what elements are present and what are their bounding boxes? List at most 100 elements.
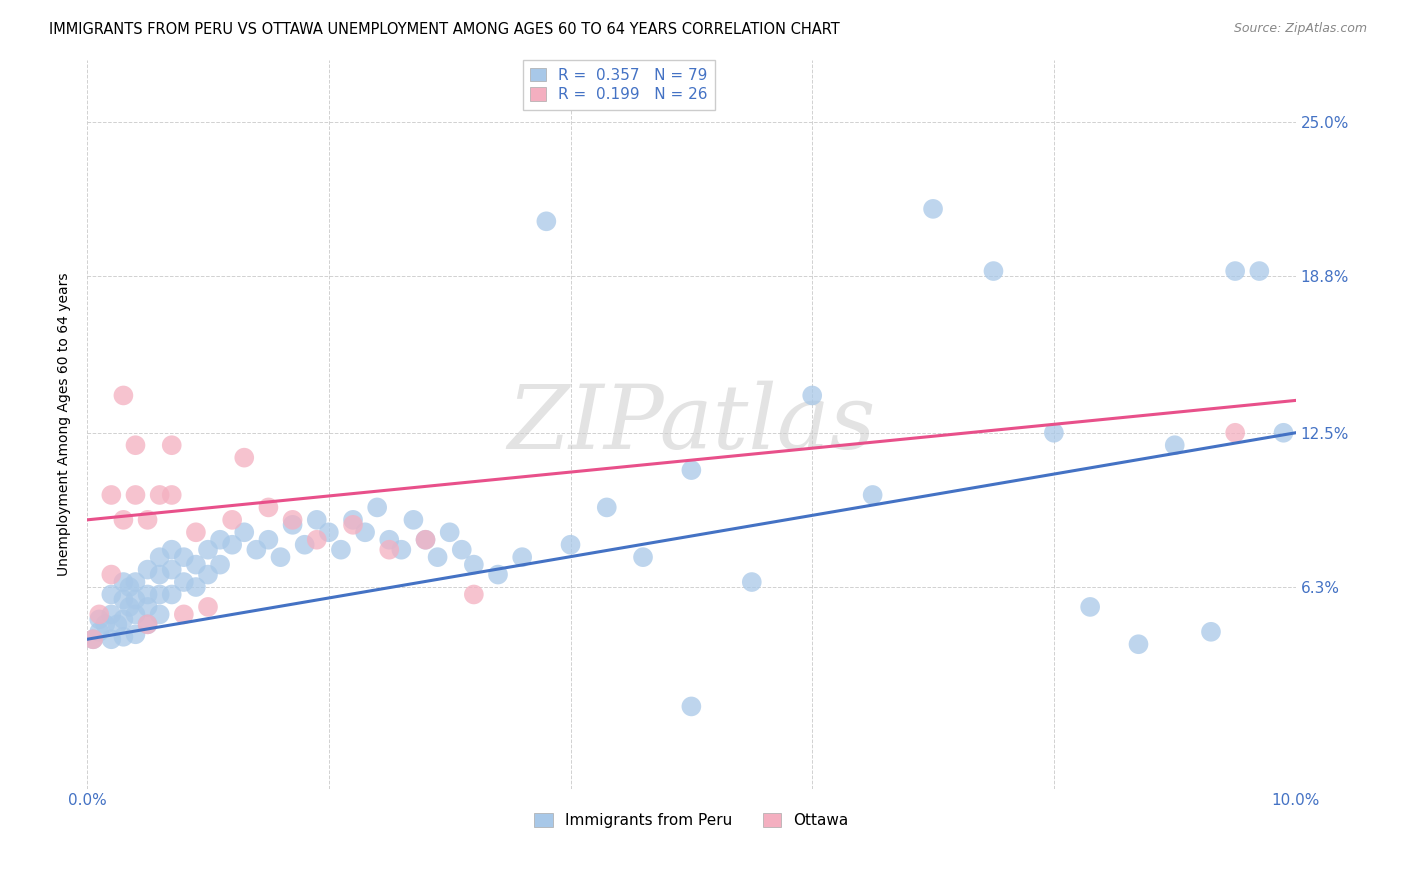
- Point: [82, 632, 104, 647]
- Point: [463, 558, 485, 572]
- Point: [1249, 264, 1271, 278]
- Point: [105, 617, 128, 632]
- Point: [233, 525, 256, 540]
- Point: [136, 563, 159, 577]
- Point: [124, 488, 146, 502]
- Point: [342, 513, 364, 527]
- Point: [233, 450, 256, 465]
- Point: [426, 550, 449, 565]
- Point: [100, 567, 122, 582]
- Point: [318, 525, 340, 540]
- Point: [112, 575, 135, 590]
- Point: [536, 214, 558, 228]
- Point: [463, 587, 485, 601]
- Point: [1199, 624, 1222, 639]
- Point: [89, 612, 111, 626]
- Point: [354, 525, 377, 540]
- Point: [415, 533, 437, 547]
- Point: [1223, 264, 1246, 278]
- Point: [112, 612, 135, 626]
- Point: [160, 438, 183, 452]
- Point: [389, 542, 412, 557]
- Point: [136, 617, 159, 632]
- Point: [184, 525, 207, 540]
- Point: [305, 533, 328, 547]
- Point: [450, 542, 472, 557]
- Point: [112, 630, 135, 644]
- Point: [149, 488, 172, 502]
- Point: [136, 599, 159, 614]
- Point: [439, 525, 461, 540]
- Point: [305, 513, 328, 527]
- Point: [329, 542, 352, 557]
- Point: [1128, 637, 1150, 651]
- Point: [862, 488, 884, 502]
- Point: [510, 550, 533, 565]
- Legend: Immigrants from Peru, Ottawa: Immigrants from Peru, Ottawa: [527, 805, 856, 836]
- Point: [112, 592, 135, 607]
- Point: [184, 558, 207, 572]
- Text: Source: ZipAtlas.com: Source: ZipAtlas.com: [1233, 22, 1367, 36]
- Point: [100, 488, 122, 502]
- Point: [486, 567, 509, 582]
- Point: [89, 607, 111, 622]
- Point: [149, 607, 172, 622]
- Point: [136, 617, 159, 632]
- Point: [681, 463, 703, 477]
- Text: ZIPatlas: ZIPatlas: [508, 381, 876, 467]
- Point: [100, 607, 122, 622]
- Point: [1272, 425, 1295, 440]
- Point: [112, 388, 135, 402]
- Point: [100, 632, 122, 647]
- Point: [197, 599, 219, 614]
- Point: [681, 699, 703, 714]
- Point: [342, 517, 364, 532]
- Point: [124, 627, 146, 641]
- Point: [221, 513, 243, 527]
- Point: [209, 558, 232, 572]
- Point: [281, 517, 304, 532]
- Y-axis label: Unemployment Among Ages 60 to 64 years: Unemployment Among Ages 60 to 64 years: [58, 272, 72, 576]
- Point: [160, 587, 183, 601]
- Point: [94, 617, 117, 632]
- Point: [173, 550, 195, 565]
- Point: [197, 567, 219, 582]
- Point: [124, 575, 146, 590]
- Point: [378, 542, 401, 557]
- Point: [184, 580, 207, 594]
- Point: [149, 567, 172, 582]
- Point: [1078, 599, 1101, 614]
- Point: [124, 438, 146, 452]
- Text: IMMIGRANTS FROM PERU VS OTTAWA UNEMPLOYMENT AMONG AGES 60 TO 64 YEARS CORRELATIO: IMMIGRANTS FROM PERU VS OTTAWA UNEMPLOYM…: [49, 22, 839, 37]
- Point: [82, 632, 104, 647]
- Point: [801, 388, 824, 402]
- Point: [270, 550, 292, 565]
- Point: [560, 538, 582, 552]
- Point: [209, 533, 232, 547]
- Point: [257, 533, 280, 547]
- Point: [983, 264, 1005, 278]
- Point: [118, 599, 141, 614]
- Point: [160, 563, 183, 577]
- Point: [596, 500, 619, 515]
- Point: [197, 542, 219, 557]
- Point: [173, 575, 195, 590]
- Point: [136, 587, 159, 601]
- Point: [124, 607, 146, 622]
- Point: [415, 533, 437, 547]
- Point: [631, 550, 654, 565]
- Point: [1043, 425, 1066, 440]
- Point: [245, 542, 267, 557]
- Point: [149, 587, 172, 601]
- Point: [112, 513, 135, 527]
- Point: [173, 607, 195, 622]
- Point: [149, 550, 172, 565]
- Point: [257, 500, 280, 515]
- Point: [136, 513, 159, 527]
- Point: [160, 488, 183, 502]
- Point: [281, 513, 304, 527]
- Point: [922, 202, 945, 216]
- Point: [124, 592, 146, 607]
- Point: [118, 580, 141, 594]
- Point: [221, 538, 243, 552]
